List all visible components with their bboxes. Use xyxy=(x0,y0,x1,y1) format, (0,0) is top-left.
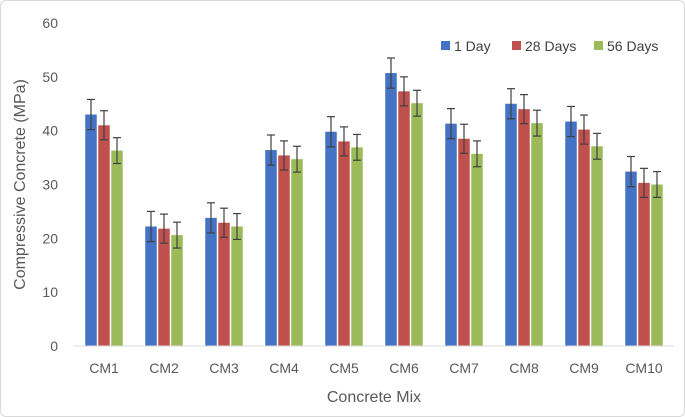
bar-56-days-cm6 xyxy=(411,103,423,346)
error-bar xyxy=(413,89,421,117)
error-bar xyxy=(100,110,108,141)
error-bar xyxy=(627,155,635,188)
error-bar xyxy=(113,137,121,165)
error-bar xyxy=(280,140,288,171)
bar-28-days-cm3 xyxy=(218,222,230,346)
bar-56-days-cm2 xyxy=(171,235,183,346)
legend: 1 Day 28 Days 56 Days xyxy=(441,38,658,54)
error-bar xyxy=(340,126,348,157)
bar-56-days-cm9 xyxy=(591,146,603,346)
error-bar xyxy=(87,98,95,131)
bar-1-day-cm8 xyxy=(505,103,517,346)
error-bar xyxy=(353,133,361,161)
error-bars xyxy=(87,57,661,249)
bar-56-days-cm5 xyxy=(351,147,363,346)
error-bar xyxy=(447,107,455,140)
error-bar xyxy=(640,167,648,199)
x-tick-label: CM3 xyxy=(209,360,239,376)
legend-item-1-day: 1 Day xyxy=(441,38,491,54)
error-bar xyxy=(220,207,228,238)
x-tick-label: CM2 xyxy=(149,360,179,376)
bar-28-days-cm1 xyxy=(98,125,110,347)
y-tick-label: 50 xyxy=(42,69,58,85)
error-bar xyxy=(160,213,168,244)
bar-28-days-cm10 xyxy=(638,182,650,346)
x-tick-label: CM4 xyxy=(269,360,299,376)
error-bar xyxy=(267,134,275,166)
bar-56-days-cm8 xyxy=(531,123,543,346)
legend-swatch xyxy=(512,41,521,50)
error-bar xyxy=(207,202,215,234)
bar-56-days-cm4 xyxy=(291,159,303,346)
bar-56-days-cm10 xyxy=(651,184,663,346)
bar-28-days-cm2 xyxy=(158,228,170,346)
error-bar xyxy=(593,132,601,160)
x-tick-label: CM9 xyxy=(569,360,599,376)
error-bar xyxy=(387,57,395,89)
x-axis-title: Concrete Mix xyxy=(327,389,421,406)
bar-28-days-cm8 xyxy=(518,109,530,346)
y-tick-label: 0 xyxy=(50,338,58,354)
x-tick-label: CM1 xyxy=(89,360,119,376)
error-bar xyxy=(173,221,181,249)
bar-1-day-cm10 xyxy=(625,171,637,346)
legend-label: 1 Day xyxy=(454,38,491,54)
x-tick-label: CM8 xyxy=(509,360,539,376)
bar-1-day-cm2 xyxy=(145,226,157,346)
bar-1-day-cm7 xyxy=(445,123,457,346)
error-bar xyxy=(400,76,408,107)
bar-1-day-cm5 xyxy=(325,131,337,346)
bar-1-day-cm3 xyxy=(205,217,217,346)
bar-56-days-cm1 xyxy=(111,150,123,346)
y-tick-label: 60 xyxy=(42,15,58,31)
y-tick-label: 10 xyxy=(42,284,58,300)
error-bar xyxy=(293,145,301,173)
error-bar xyxy=(653,170,661,199)
y-tick-label: 40 xyxy=(42,123,58,139)
error-bar xyxy=(580,114,588,145)
error-bar xyxy=(147,210,155,243)
legend-label: 56 Days xyxy=(607,38,658,54)
bar-28-days-cm5 xyxy=(338,141,350,346)
x-tick-label: CM7 xyxy=(449,360,479,376)
bar-56-days-cm7 xyxy=(471,153,483,346)
error-bar xyxy=(327,116,335,148)
y-tick-label: 20 xyxy=(42,230,58,246)
bars xyxy=(85,73,663,347)
error-bar xyxy=(460,123,468,154)
x-axis-ticks: CM1 CM2 CM3 CM4 CM5 CM6 CM7 CM8 CM9 CM10 xyxy=(89,360,663,376)
bar-1-day-cm9 xyxy=(565,121,577,346)
x-tick-label: CM5 xyxy=(329,360,359,376)
y-axis-title: Compressive Concrete (MPa) xyxy=(12,79,29,290)
legend-swatch xyxy=(594,41,603,50)
bar-1-day-cm1 xyxy=(85,114,97,347)
error-bar xyxy=(233,212,241,241)
x-tick-label: CM6 xyxy=(389,360,419,376)
legend-item-56-days: 56 Days xyxy=(594,38,658,54)
bar-56-days-cm3 xyxy=(231,226,243,346)
y-axis-ticks: 0 10 20 30 40 50 60 xyxy=(42,15,58,354)
legend-swatch xyxy=(441,41,450,50)
error-bar xyxy=(567,105,575,138)
bar-28-days-cm6 xyxy=(398,91,410,346)
legend-label: 28 Days xyxy=(525,38,576,54)
bar-1-day-cm4 xyxy=(265,150,277,346)
x-tick-label: CM10 xyxy=(625,360,663,376)
bar-28-days-cm9 xyxy=(578,129,590,346)
error-bar xyxy=(520,93,528,125)
error-bar xyxy=(533,109,541,137)
error-bar xyxy=(507,88,515,120)
bar-28-days-cm7 xyxy=(458,138,470,346)
error-bar xyxy=(473,140,481,168)
legend-item-28-days: 28 Days xyxy=(512,38,576,54)
bar-28-days-cm4 xyxy=(278,155,290,346)
y-tick-label: 30 xyxy=(42,177,58,193)
bar-1-day-cm6 xyxy=(385,73,397,346)
